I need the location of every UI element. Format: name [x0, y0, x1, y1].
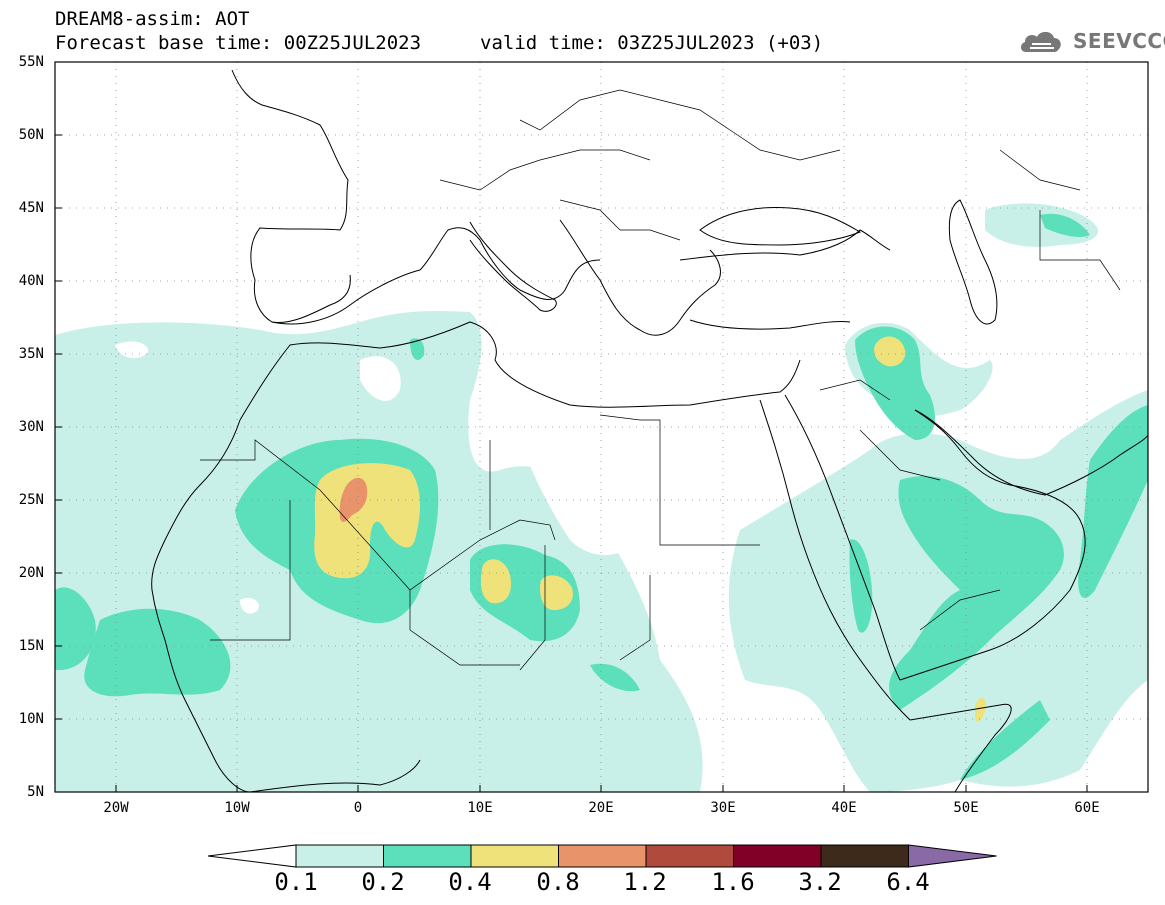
lat-label: 25N [18, 492, 44, 508]
lon-label: 0 [353, 800, 363, 816]
aot-field-high [540, 575, 573, 611]
aot-field-clear [240, 598, 259, 614]
aot-field-mid [55, 587, 96, 670]
aot-field-peak [339, 477, 368, 522]
lat-label: 20N [18, 565, 44, 581]
colorbar-label: 0.1 [274, 868, 318, 896]
lat-label: 50N [18, 127, 44, 143]
map-ticks [55, 61, 1088, 793]
aot-field-mid [1078, 405, 1148, 599]
lon-label: 20E [588, 800, 614, 816]
colorbar-label: 3.2 [798, 868, 842, 896]
colorbar-label: 1.6 [711, 868, 755, 896]
lon-label: 30E [710, 800, 736, 816]
map-graticule [55, 62, 1148, 792]
aot-field-high [314, 463, 420, 579]
lat-label: 5N [27, 784, 44, 800]
lon-label: 20W [103, 800, 129, 816]
aot-field-mid [1040, 213, 1090, 238]
colorbar-label: 0.2 [361, 868, 405, 896]
lat-label: 30N [18, 419, 44, 435]
colorbar-cell [645, 844, 734, 868]
lon-label: 10E [467, 800, 493, 816]
lat-label: 40N [18, 273, 44, 289]
forecast-base-time: Forecast base time: 00Z25JUL2023 [55, 32, 422, 54]
lat-label: 35N [18, 346, 44, 362]
logo-text: SEEVCCC [1073, 29, 1165, 53]
coastlines [151, 69, 1148, 792]
colorbar-label: 0.4 [448, 868, 492, 896]
colorbar-cell [383, 844, 472, 868]
colorbar-label: 6.4 [886, 868, 930, 896]
lon-label: 10W [224, 800, 250, 816]
colorbar-cell [908, 844, 997, 868]
aot-field-high [975, 697, 987, 722]
lat-label: 15N [18, 638, 44, 654]
aot-field-mid [84, 608, 231, 697]
cloud-icon [1020, 31, 1061, 52]
lon-label: 60E [1074, 800, 1100, 816]
aot-field-mid [889, 476, 1064, 710]
aot-field-mid [590, 663, 640, 692]
lon-label: 50E [953, 800, 979, 816]
aot-contours [55, 203, 1148, 792]
aot-field-clear [360, 356, 401, 401]
colorbar-cell [733, 844, 822, 868]
lon-label: 40E [831, 800, 857, 816]
colorbar-cell [295, 844, 384, 868]
aot-field-high [874, 336, 906, 367]
aot-field-clear [518, 390, 655, 555]
aot-field-mid [849, 539, 873, 633]
colorbar-cell [470, 844, 559, 868]
map-title: DREAM8-assim: AOT [55, 8, 250, 30]
lat-label: 45N [18, 200, 44, 216]
country-borders [200, 89, 1121, 671]
colorbar-cell [558, 844, 647, 868]
aot-field-low [728, 390, 1148, 792]
colorbar-label: 1.2 [623, 868, 667, 896]
lat-label: 55N [18, 54, 44, 70]
aot-field-mid [410, 338, 425, 360]
lat-label: 10N [18, 711, 44, 727]
aot-field-high [480, 559, 511, 604]
colorbar-cell [820, 844, 909, 868]
aot-field-mid [960, 700, 1050, 780]
colorbar-cell [207, 844, 297, 868]
colorbar-label: 0.8 [536, 868, 580, 896]
valid-time: valid time: 03Z25JUL2023 (+03) [480, 32, 824, 54]
